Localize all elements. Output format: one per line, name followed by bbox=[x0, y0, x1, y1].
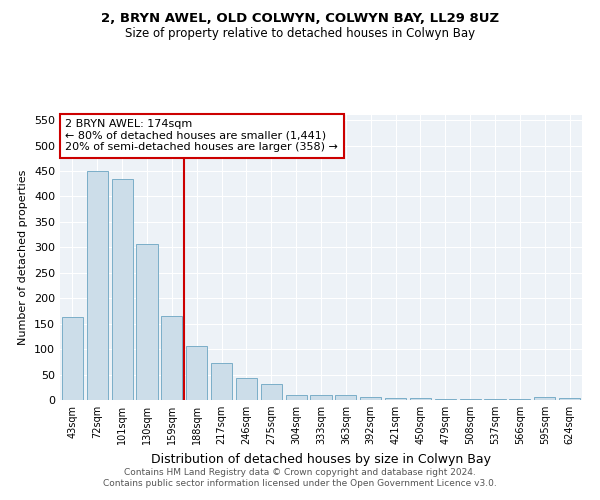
Bar bbox=[236, 378, 257, 400]
Bar bbox=[310, 395, 332, 400]
Bar bbox=[460, 399, 481, 400]
Bar bbox=[186, 346, 207, 400]
Bar bbox=[360, 398, 381, 400]
Bar bbox=[211, 363, 232, 400]
Bar bbox=[286, 395, 307, 400]
Bar bbox=[112, 178, 133, 400]
Bar bbox=[385, 398, 406, 400]
Text: Size of property relative to detached houses in Colwyn Bay: Size of property relative to detached ho… bbox=[125, 28, 475, 40]
Bar bbox=[161, 316, 182, 400]
Text: 2, BRYN AWEL, OLD COLWYN, COLWYN BAY, LL29 8UZ: 2, BRYN AWEL, OLD COLWYN, COLWYN BAY, LL… bbox=[101, 12, 499, 26]
Text: Contains HM Land Registry data © Crown copyright and database right 2024.
Contai: Contains HM Land Registry data © Crown c… bbox=[103, 468, 497, 487]
X-axis label: Distribution of detached houses by size in Colwyn Bay: Distribution of detached houses by size … bbox=[151, 452, 491, 466]
Bar bbox=[261, 384, 282, 400]
Text: 2 BRYN AWEL: 174sqm
← 80% of detached houses are smaller (1,441)
20% of semi-det: 2 BRYN AWEL: 174sqm ← 80% of detached ho… bbox=[65, 120, 338, 152]
Y-axis label: Number of detached properties: Number of detached properties bbox=[19, 170, 28, 345]
Bar bbox=[136, 244, 158, 400]
Bar bbox=[335, 396, 356, 400]
Bar bbox=[435, 399, 456, 400]
Bar bbox=[534, 398, 555, 400]
Bar bbox=[484, 399, 506, 400]
Bar bbox=[410, 398, 431, 400]
Bar bbox=[559, 398, 580, 400]
Bar bbox=[509, 399, 530, 400]
Bar bbox=[62, 317, 83, 400]
Bar bbox=[87, 171, 108, 400]
